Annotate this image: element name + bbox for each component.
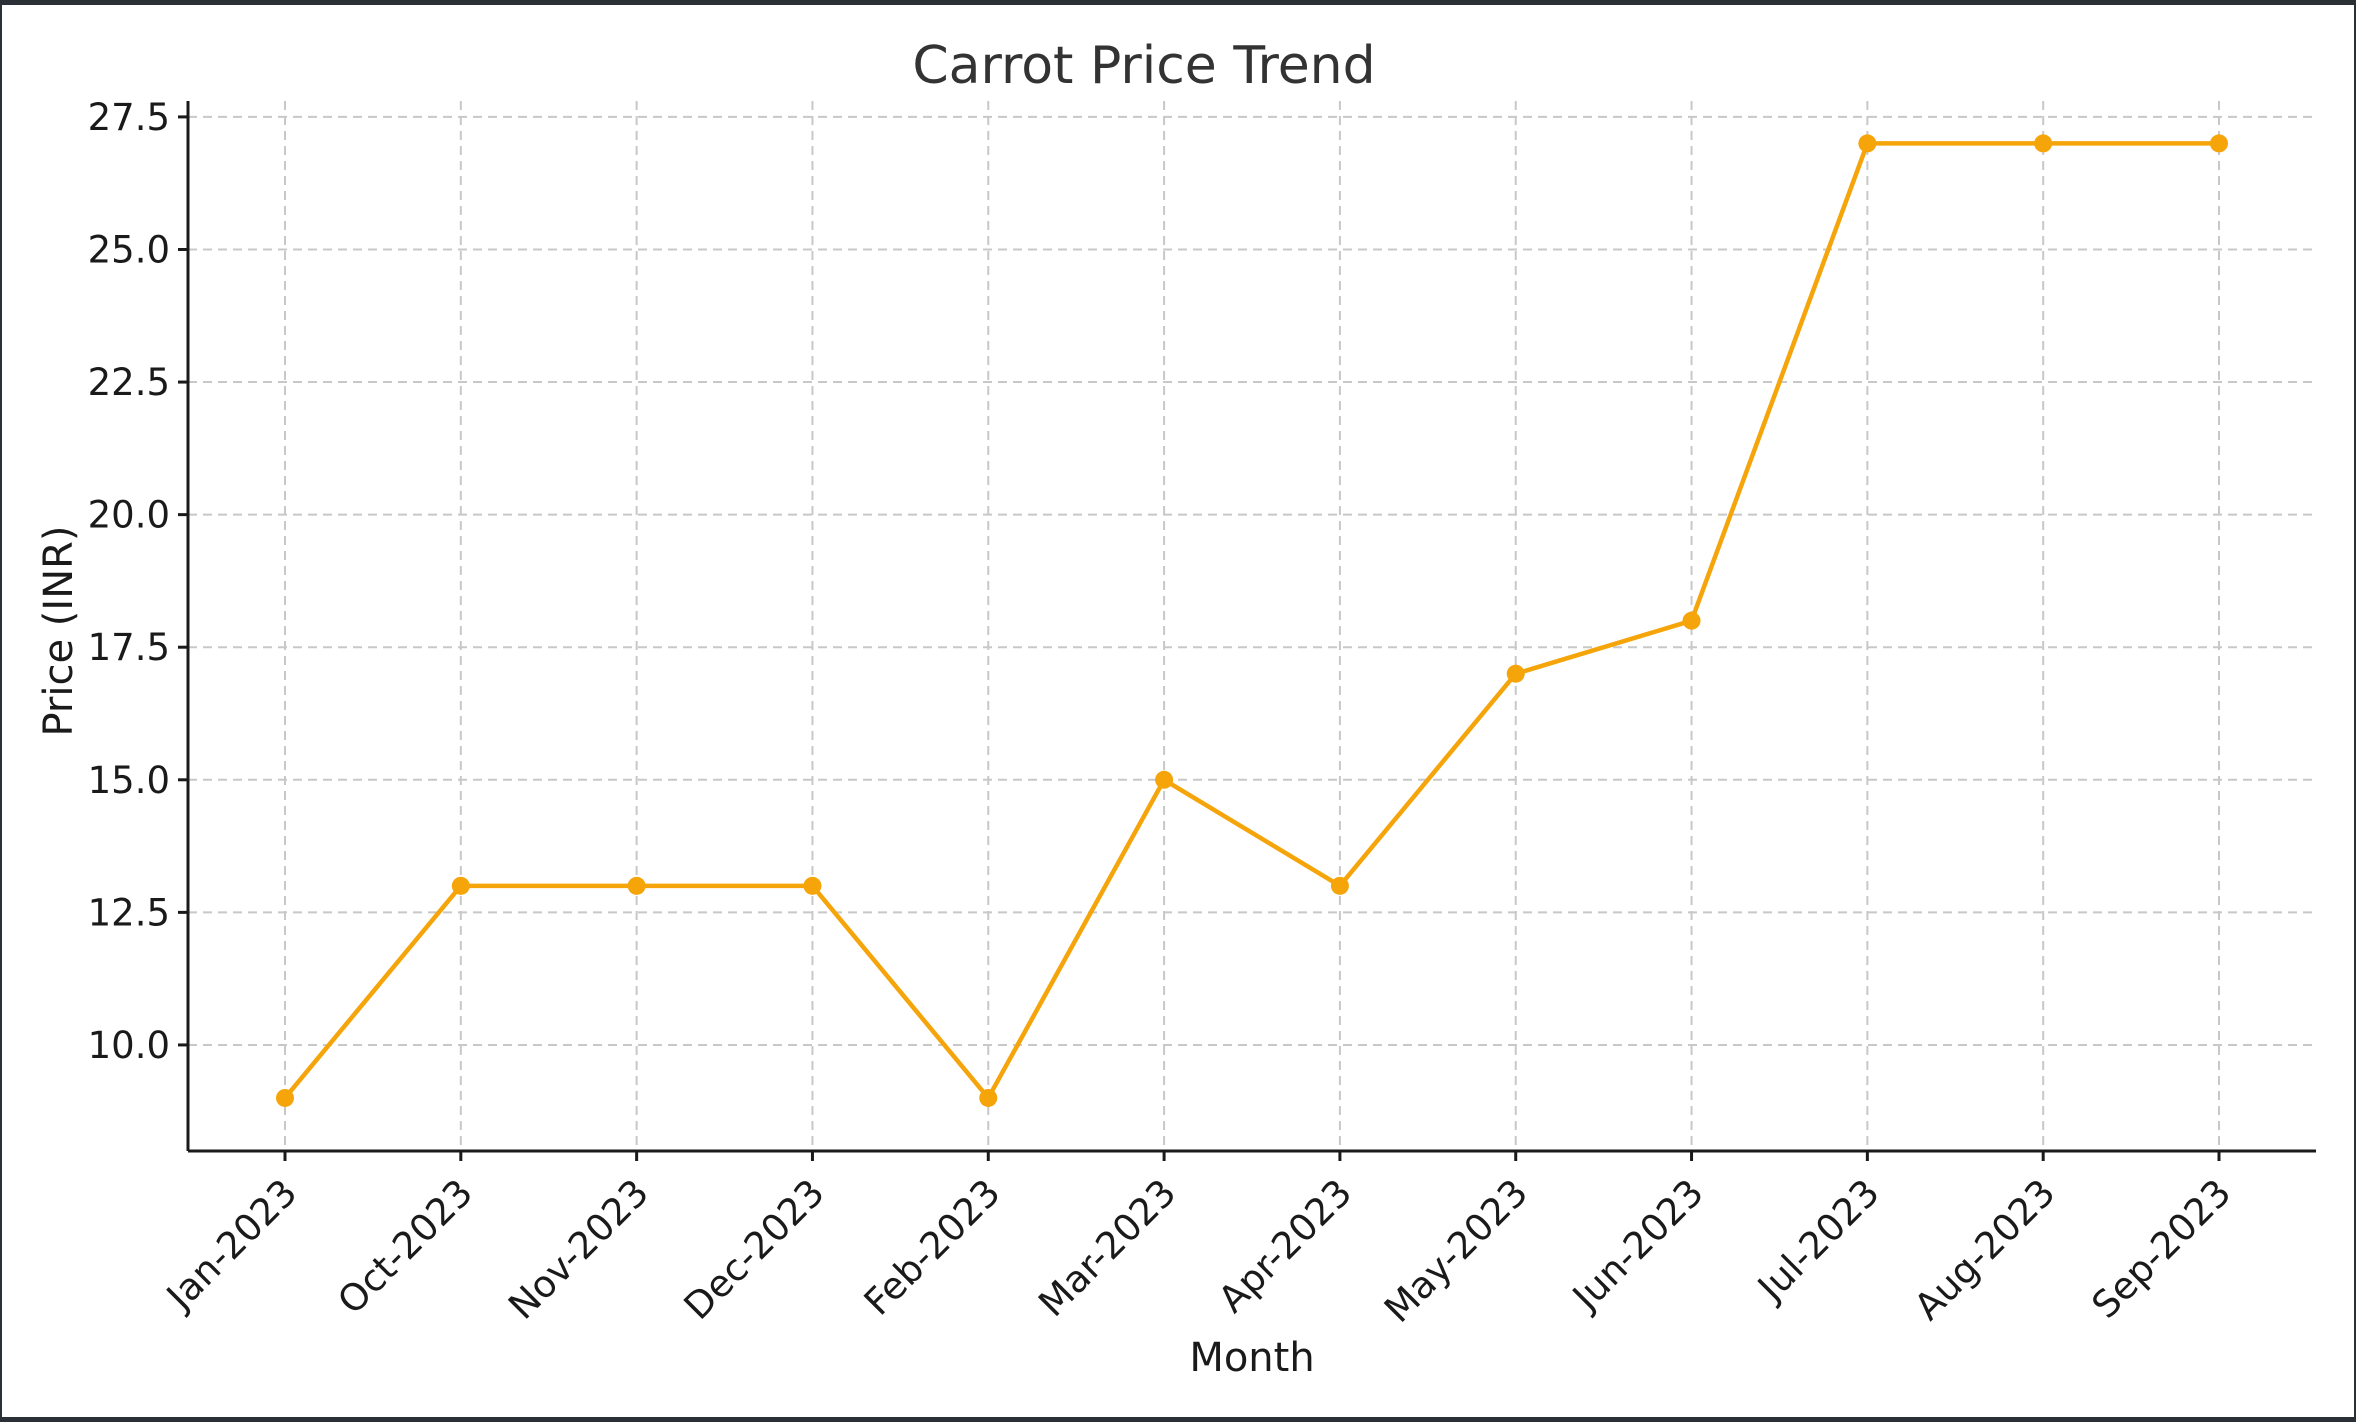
data-point	[627, 876, 646, 895]
x-tick-label: Jun-2023	[1563, 1171, 1712, 1320]
x-tick-label: Apr-2023	[1210, 1171, 1360, 1321]
data-point	[1155, 770, 1174, 789]
data-point	[1858, 134, 1877, 153]
y-tick-label: 10.0	[88, 1024, 170, 1067]
x-tick-label: Nov-2023	[500, 1171, 657, 1328]
data-point	[979, 1088, 998, 1107]
data-point	[1682, 611, 1701, 630]
x-tick-label: May-2023	[1376, 1171, 1536, 1331]
x-tick-label: Dec-2023	[676, 1171, 833, 1328]
y-tick-label: 27.5	[88, 96, 170, 139]
y-tick-label: 20.0	[88, 494, 170, 537]
series-layer	[276, 134, 2228, 1107]
x-tick-label: Jan-2023	[157, 1171, 305, 1319]
data-point	[451, 876, 470, 895]
y-tick-label: 12.5	[88, 891, 170, 934]
x-tick-label: Feb-2023	[856, 1171, 1009, 1324]
y-tick-label: 17.5	[88, 626, 170, 669]
y-tick-label: 25.0	[88, 228, 170, 271]
y-tick-label: 22.5	[88, 361, 170, 404]
data-point	[2210, 134, 2228, 153]
data-point	[2034, 134, 2053, 153]
x-tick-label: Oct-2023	[330, 1171, 482, 1323]
y-axis-label: Price (INR)	[36, 525, 82, 736]
data-point	[803, 876, 822, 895]
chart-figure: 10.0 12.5 15.0 17.5 20.0 22.5 25.0 27.5 Jan-202…	[2, 5, 2354, 1417]
x-tick-label: Sep-2023	[2084, 1171, 2240, 1327]
series-line	[283, 141, 2219, 1101]
x-axis-label: Month	[1189, 1335, 1314, 1381]
data-point	[276, 1088, 294, 1107]
y-tick-label: 15.0	[88, 759, 170, 802]
data-point	[1506, 664, 1525, 683]
x-tick-label: Aug-2023	[1906, 1171, 2064, 1329]
data-point	[1330, 876, 1349, 895]
x-tick-label: Jul-2023	[1748, 1171, 1887, 1310]
grid-layer	[188, 101, 2316, 1151]
y-tick-labels: 10.0 12.5 15.0 17.5 20.0 22.5 25.0 27.5	[88, 96, 170, 1067]
x-tick-label: Mar-2023	[1030, 1171, 1184, 1325]
chart-title: Carrot Price Trend	[912, 36, 1375, 96]
axes-layer	[178, 101, 2316, 1161]
x-tick-labels: Jan-2023 Oct-2023 Nov-2023 Dec-2023 Feb-2023…	[157, 1171, 2239, 1331]
line-chart: 10.0 12.5 15.0 17.5 20.0 22.5 25.0 27.5 Jan-202…	[36, 36, 2316, 1381]
